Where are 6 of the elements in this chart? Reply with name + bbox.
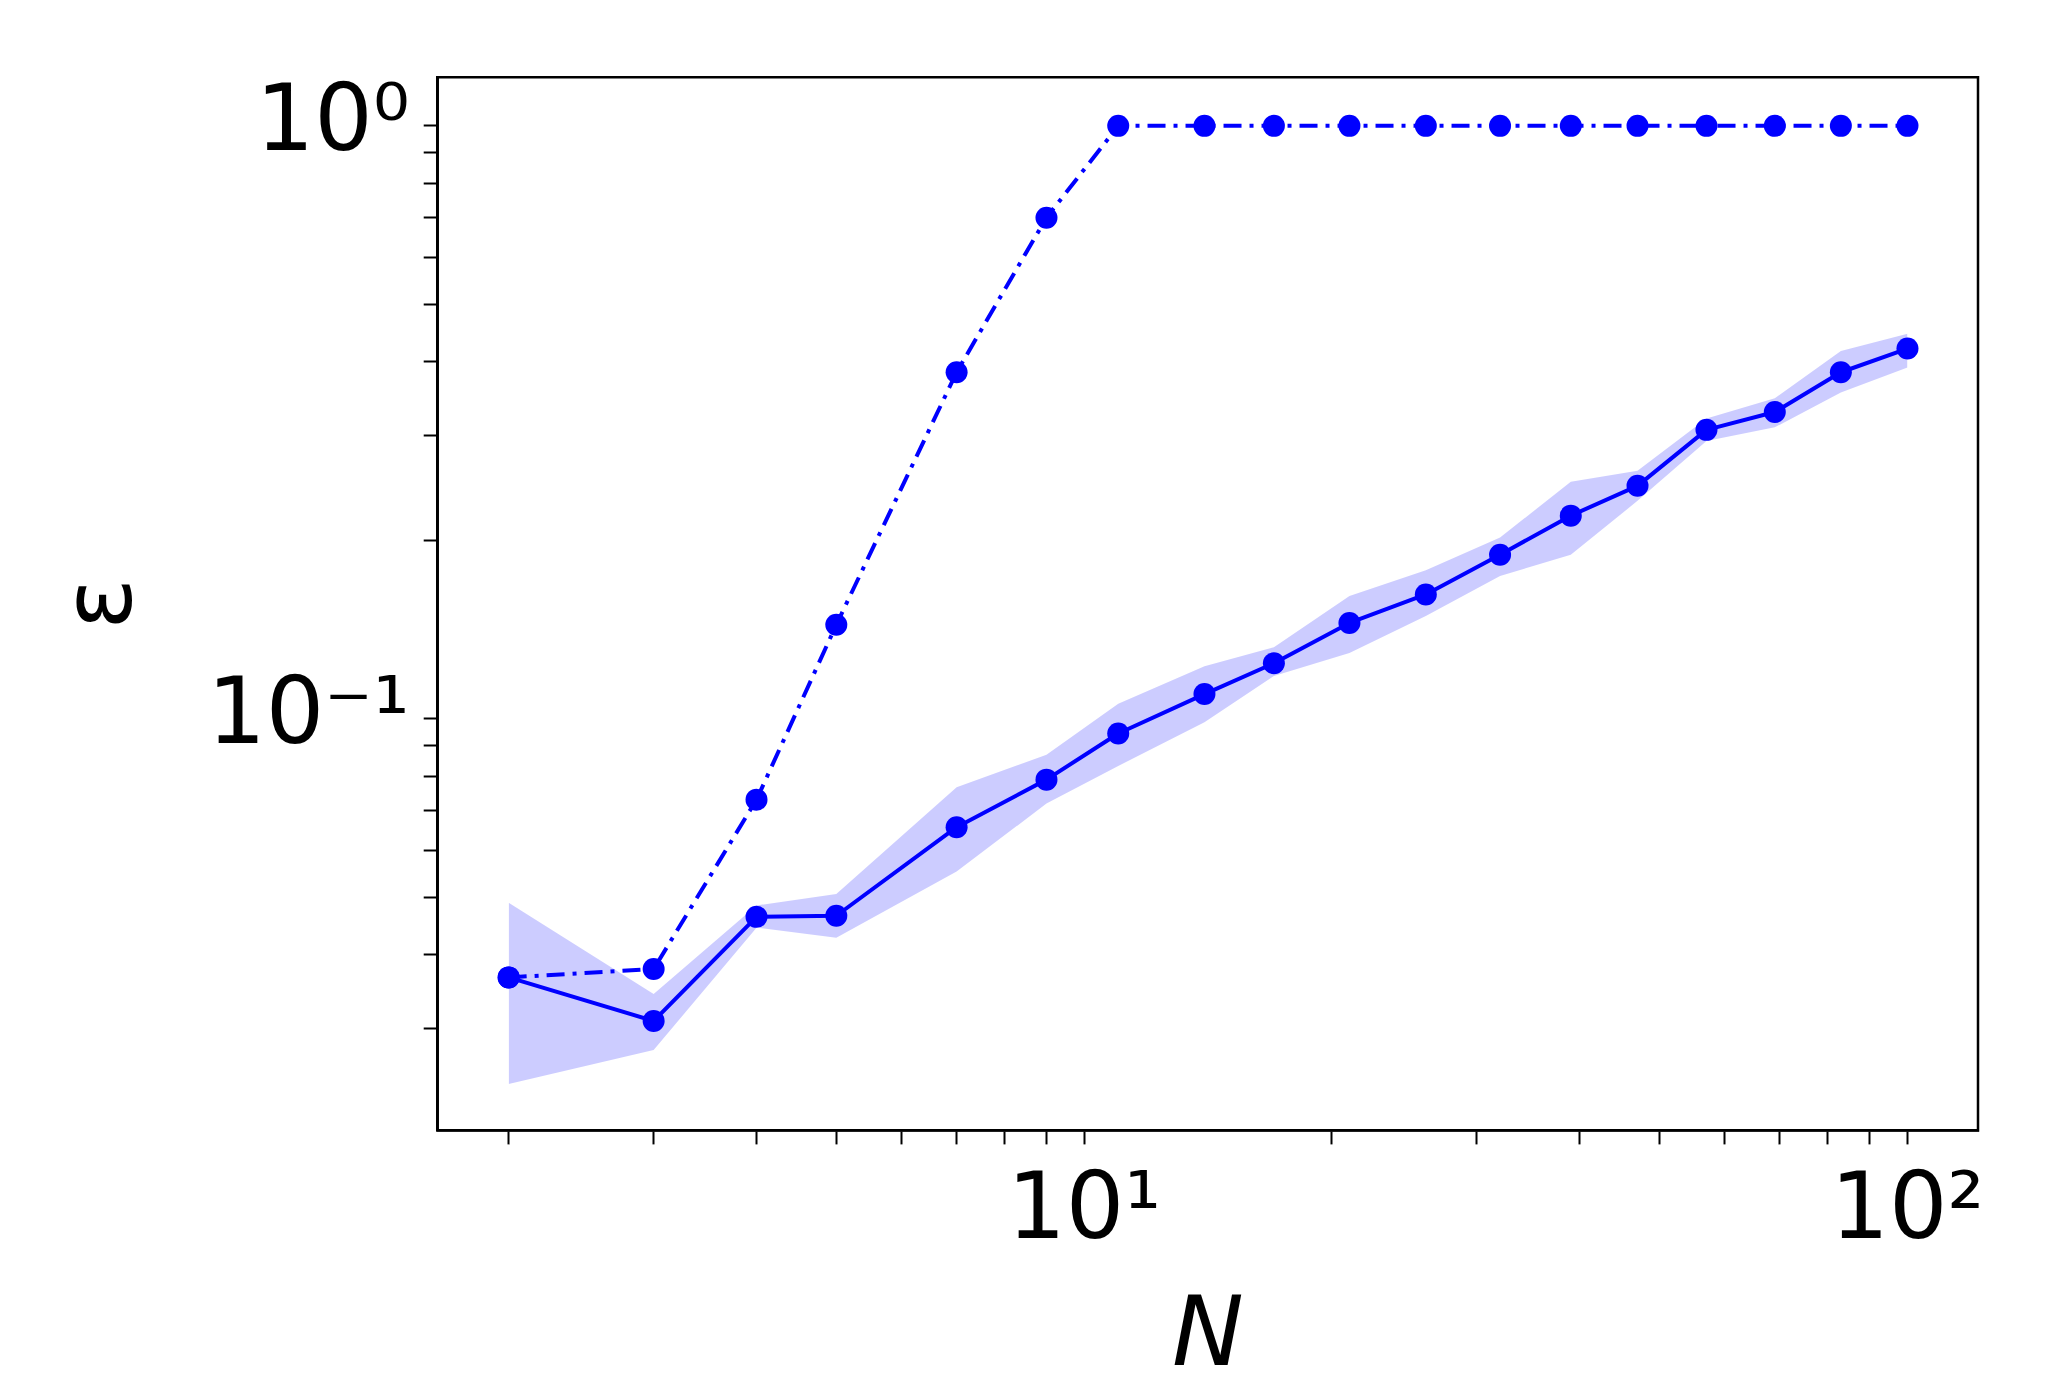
y-tick-label: 10⁰	[255, 64, 410, 172]
y-axis-title: ε	[41, 577, 154, 630]
x-tick-label: 10²	[1830, 1152, 1985, 1260]
y-tick-label: 10⁻¹	[207, 657, 410, 765]
x-axis-title: N	[1171, 1276, 1244, 1389]
x-tick-label: 10¹	[1007, 1152, 1162, 1260]
